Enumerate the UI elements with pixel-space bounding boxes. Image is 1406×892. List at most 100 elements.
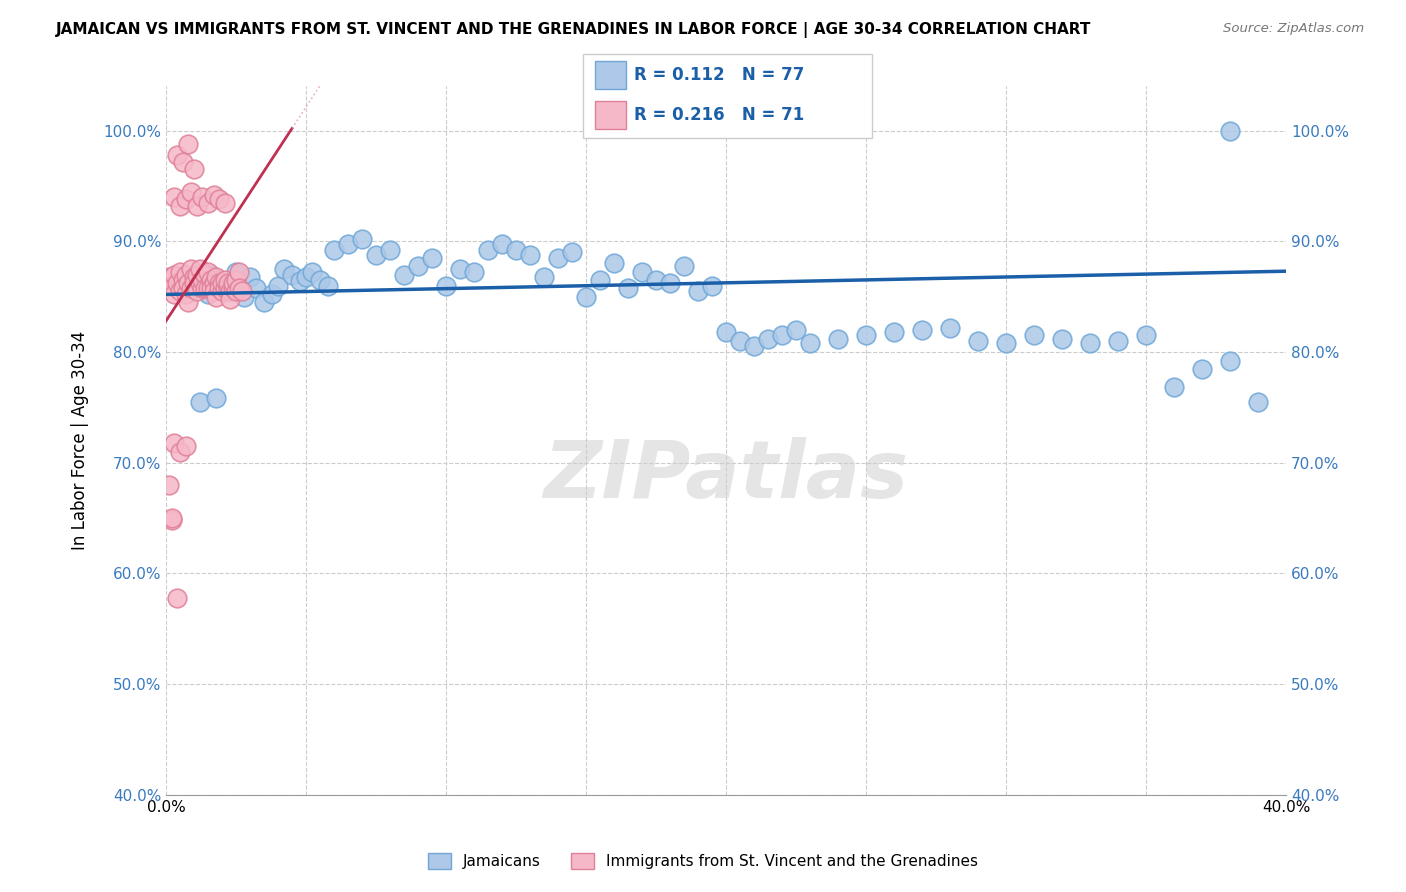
Point xyxy=(295,269,318,284)
Point xyxy=(406,259,429,273)
Point xyxy=(323,243,346,257)
Point xyxy=(645,273,668,287)
Point xyxy=(827,332,849,346)
Point xyxy=(186,268,208,282)
Point xyxy=(228,265,250,279)
Point xyxy=(1022,328,1045,343)
Point xyxy=(180,185,202,199)
Point xyxy=(160,278,183,293)
Point xyxy=(350,232,373,246)
Point xyxy=(967,334,990,348)
Point xyxy=(434,278,457,293)
Point xyxy=(174,287,197,301)
Point xyxy=(166,148,188,162)
Point xyxy=(202,277,225,291)
Point xyxy=(301,265,323,279)
Text: JAMAICAN VS IMMIGRANTS FROM ST. VINCENT AND THE GRENADINES IN LABOR FORCE | AGE : JAMAICAN VS IMMIGRANTS FROM ST. VINCENT … xyxy=(56,22,1091,38)
Point xyxy=(245,281,267,295)
Legend: Jamaicans, Immigrants from St. Vincent and the Grenadines: Jamaicans, Immigrants from St. Vincent a… xyxy=(422,847,984,875)
Point xyxy=(183,281,205,295)
Point xyxy=(700,278,723,293)
Point xyxy=(169,199,191,213)
Point xyxy=(208,277,231,291)
Point xyxy=(239,269,262,284)
Point xyxy=(157,269,180,284)
Point xyxy=(233,290,256,304)
Point xyxy=(1107,334,1129,348)
Y-axis label: In Labor Force | Age 30-34: In Labor Force | Age 30-34 xyxy=(72,331,89,550)
Text: ZIPatlas: ZIPatlas xyxy=(544,437,908,515)
Point xyxy=(659,277,682,291)
Point xyxy=(157,477,180,491)
Point xyxy=(214,273,236,287)
Point xyxy=(200,273,222,287)
Point xyxy=(1191,361,1213,376)
Point xyxy=(177,269,200,284)
Point xyxy=(994,336,1017,351)
Point xyxy=(420,251,443,265)
Point xyxy=(217,284,239,298)
Point xyxy=(172,281,194,295)
Point xyxy=(214,281,236,295)
Point xyxy=(742,339,765,353)
Point xyxy=(939,320,962,334)
Point xyxy=(174,192,197,206)
Point xyxy=(191,273,214,287)
Point xyxy=(183,269,205,284)
Point xyxy=(194,268,217,282)
Point xyxy=(686,284,709,298)
Point xyxy=(205,290,228,304)
Point xyxy=(222,277,245,291)
Point xyxy=(183,162,205,177)
Point xyxy=(225,284,247,298)
Point xyxy=(194,281,217,295)
Point xyxy=(217,281,239,295)
Point xyxy=(214,195,236,210)
Point xyxy=(631,265,654,279)
Point xyxy=(163,435,186,450)
Point xyxy=(180,262,202,277)
Point xyxy=(208,192,231,206)
Point xyxy=(911,323,934,337)
Point xyxy=(883,325,905,339)
Point xyxy=(378,243,401,257)
Point xyxy=(603,256,626,270)
Point xyxy=(770,328,793,343)
Point xyxy=(169,265,191,279)
Point xyxy=(197,195,219,210)
Point xyxy=(211,277,233,291)
Point xyxy=(160,513,183,527)
Point xyxy=(463,265,485,279)
Point xyxy=(219,292,242,306)
Point xyxy=(219,284,242,298)
Point xyxy=(197,281,219,295)
Point xyxy=(188,277,211,291)
Point xyxy=(290,274,312,288)
Point xyxy=(188,262,211,277)
Point xyxy=(392,268,415,282)
Point xyxy=(273,262,295,277)
Point xyxy=(163,287,186,301)
Point xyxy=(180,281,202,295)
Point xyxy=(205,269,228,284)
Point xyxy=(197,265,219,279)
Point xyxy=(177,277,200,291)
Point xyxy=(169,284,191,298)
Point xyxy=(1050,332,1073,346)
Point xyxy=(202,284,225,298)
Point xyxy=(547,251,569,265)
Point xyxy=(505,243,527,257)
Point xyxy=(177,136,200,151)
Point xyxy=(169,277,191,291)
Point xyxy=(166,591,188,605)
Point xyxy=(589,273,612,287)
Text: Source: ZipAtlas.com: Source: ZipAtlas.com xyxy=(1223,22,1364,36)
Point xyxy=(169,444,191,458)
Point xyxy=(785,323,807,337)
Point xyxy=(188,277,211,291)
Point xyxy=(1219,123,1241,137)
Point xyxy=(186,284,208,298)
Point xyxy=(318,278,340,293)
Point xyxy=(163,268,186,282)
Point xyxy=(222,281,245,295)
